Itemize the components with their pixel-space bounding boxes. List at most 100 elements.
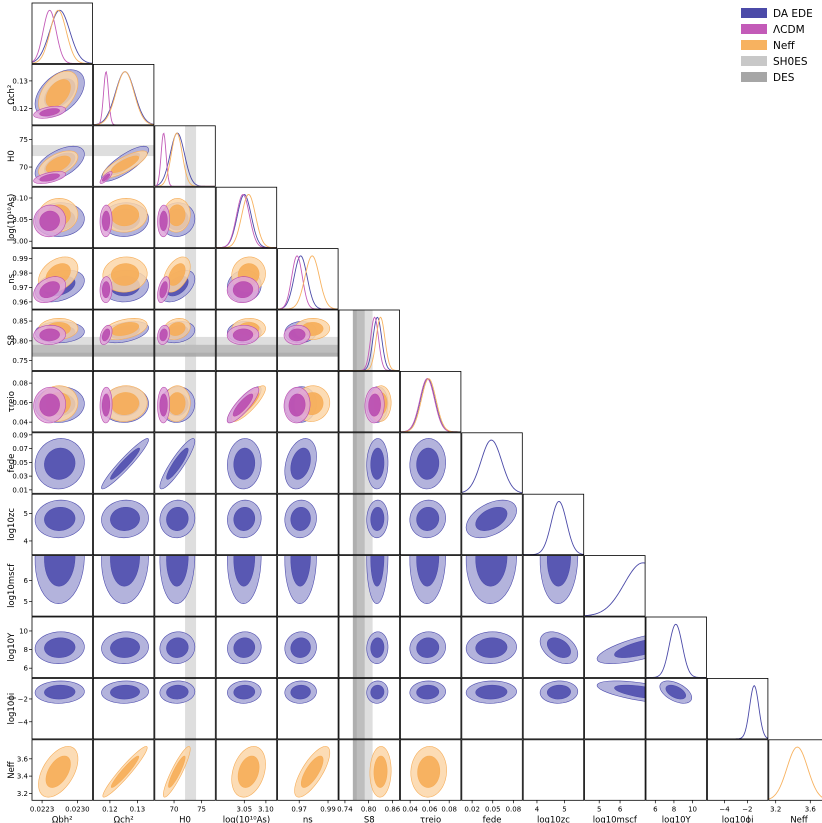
x-tick-label: 0.05 (485, 805, 501, 813)
y-axis-label-S8: S8 (7, 335, 17, 346)
y-tick-label: 0.09 (12, 431, 28, 439)
panel-frame (338, 616, 400, 678)
band-sh0es-vertical (185, 125, 197, 187)
panel-log10_mscf-vs-log10_mscf (584, 555, 646, 617)
contour-68-da-ede (546, 684, 571, 700)
panel-frame (93, 370, 155, 433)
panel-frame (522, 555, 585, 617)
panel-frame (31, 125, 93, 187)
contour-68-da-ede (416, 555, 440, 587)
panel-frame (31, 309, 93, 371)
panel-frame (461, 493, 523, 556)
contour-68-da-ede (166, 447, 189, 480)
panel-frame (522, 616, 585, 678)
contour-68-lcdm (101, 173, 111, 182)
panel-log10_phi_i-vs-log10_upsilon (645, 678, 707, 740)
panel-S8-vs-omega_b (29, 309, 93, 371)
panel-frame (31, 248, 93, 310)
marginal-da-ede (646, 623, 707, 678)
panel-log10_phi_i-vs-H0 (154, 678, 216, 740)
x-axis-label-log10_mscf: log10mscf (593, 815, 638, 823)
panel-omega_cdm-vs-omega_b (29, 64, 93, 126)
x-axis-label-n_s: ns (303, 815, 313, 823)
panel-logA-vs-H0 (154, 186, 216, 249)
panel-frame (215, 186, 278, 249)
y-axis-label-log10_upsilon: log10Υ (7, 632, 17, 662)
y-tick-label: 0.08 (12, 380, 28, 388)
panel-log10_mscf-vs-log10_zc (522, 555, 585, 617)
marginal-da-ede (584, 562, 646, 617)
panel-frame (277, 739, 339, 801)
marginal-neff (93, 71, 154, 125)
panel-frame (399, 555, 462, 617)
panel-frame (93, 739, 155, 801)
y-tick-label: 5 (24, 510, 28, 518)
panel-frame (31, 2, 93, 64)
panel-S8-vs-omega_cdm (93, 309, 155, 371)
contour-68-da-ede (416, 684, 440, 700)
panel-f_ede-vs-n_s (277, 432, 339, 494)
contour-68-lcdm (101, 393, 111, 417)
panel-log10_mscf-vs-n_s (277, 555, 339, 617)
y-tick-label: 3.4 (17, 773, 29, 781)
y-tick-label: 5 (24, 598, 28, 606)
panel-frame (399, 432, 462, 494)
panel-f_ede-vs-omega_cdm (93, 432, 155, 494)
panel-frame (461, 739, 523, 801)
x-tick-label: 3.10 (258, 805, 274, 813)
panel-log10_zc-vs-H0 (154, 493, 216, 556)
panel-S8-vs-logA (215, 309, 278, 371)
panel-frame (93, 493, 155, 556)
contour-68-da-ede (370, 637, 385, 658)
panel-frame (768, 739, 822, 801)
contour-68-lcdm (101, 210, 111, 232)
panel-f_ede-vs-tau (399, 432, 462, 494)
band-sh0es-horizontal (93, 145, 154, 157)
panel-log10_mscf-vs-f_ede (461, 555, 523, 617)
panel-frame (215, 309, 278, 371)
contour-68-neff (300, 755, 324, 788)
contour-68-da-ede (416, 506, 440, 531)
marginal-da-ede (339, 316, 400, 371)
x-tick-label: 3.6 (805, 805, 817, 813)
contour-68-da-ede (290, 684, 311, 700)
contour-68-da-ede (110, 684, 140, 700)
x-tick-label: 8 (672, 805, 676, 813)
y-tick-label: 0.97 (12, 284, 28, 292)
panel-N_eff-vs-tau (399, 739, 462, 804)
contour-68-da-ede (110, 506, 140, 531)
x-tick-label: −4 (719, 805, 730, 813)
panel-frame (522, 493, 585, 556)
y-tick-label: 3.10 (12, 195, 28, 203)
x-tick-label: 0.12 (102, 805, 118, 813)
panel-frame (645, 616, 707, 678)
x-axis-label-log10_phi_i: log10ϕi (722, 815, 754, 823)
panel-log10_zc-vs-omega_cdm (93, 493, 155, 556)
panel-f_ede-vs-logA (215, 432, 278, 494)
panel-frame (522, 739, 585, 801)
panel-omega_cdm-vs-omega_cdm (93, 64, 155, 126)
panel-frame (154, 370, 216, 433)
contour-68-da-ede (44, 684, 76, 700)
panel-log10_phi_i-vs-logA (215, 678, 278, 740)
panel-log10_upsilon-vs-omega_b (29, 616, 93, 678)
panel-log10_mscf-vs-omega_cdm (93, 555, 155, 617)
marginal-lcdm (32, 9, 93, 64)
contour-68-lcdm (232, 393, 254, 417)
panel-frame (31, 186, 93, 249)
panel-frame (584, 678, 646, 740)
panel-frame (154, 493, 216, 556)
panel-n_s-vs-logA (215, 248, 278, 310)
panel-log10_mscf-vs-H0 (154, 555, 216, 617)
contour-68-da-ede (166, 506, 189, 531)
panel-log10_phi_i-vs-omega_cdm (93, 678, 155, 740)
y-axis-label-omega_cdm: Ωch² (7, 85, 17, 105)
panel-log10_zc-vs-log10_zc (522, 493, 585, 556)
contour-68-neff (110, 155, 140, 173)
contour-68-da-ede (416, 637, 440, 658)
contour-68-da-ede (475, 684, 508, 700)
contour-68-lcdm (39, 210, 60, 232)
panel-frame (31, 493, 93, 556)
panel-frame (154, 432, 216, 494)
x-axis-label-N_eff: Neff (790, 815, 809, 823)
